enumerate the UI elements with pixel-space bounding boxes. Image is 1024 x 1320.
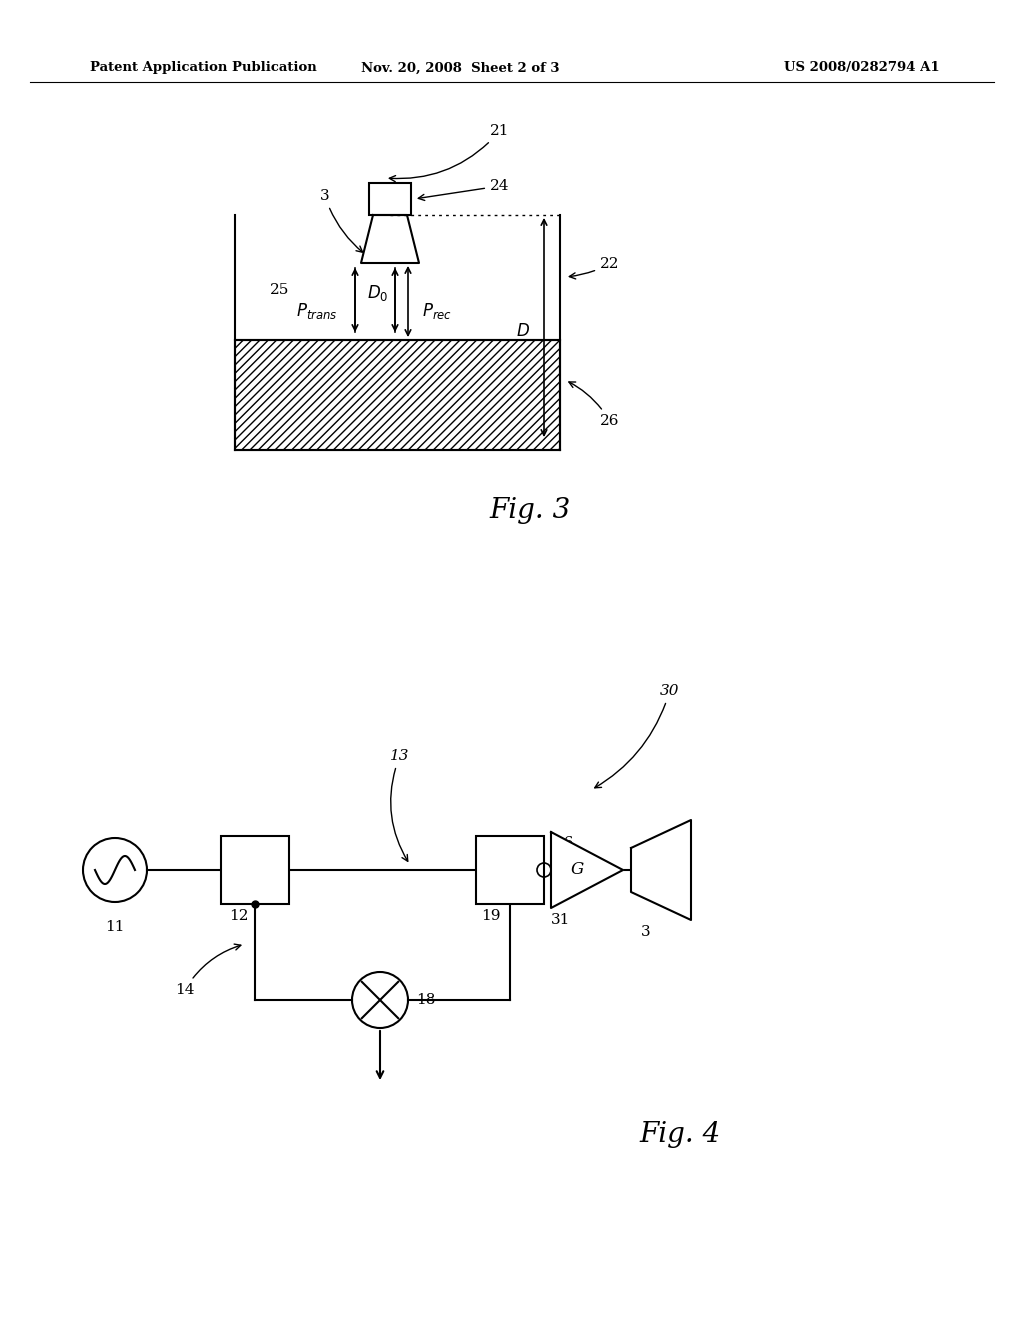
Text: 11: 11: [105, 920, 125, 935]
Text: 16: 16: [554, 836, 573, 850]
Text: 21: 21: [389, 124, 510, 182]
Text: 3: 3: [641, 925, 651, 939]
Text: 26: 26: [569, 381, 620, 428]
Bar: [234, 341, 560, 450]
Text: $D_0$: $D_0$: [367, 282, 388, 304]
Text: $D$: $D$: [516, 323, 530, 341]
Text: 24: 24: [418, 180, 510, 201]
Polygon shape: [551, 832, 623, 908]
Text: 13: 13: [390, 748, 410, 861]
Text: $P_{rec}$: $P_{rec}$: [422, 301, 453, 321]
Polygon shape: [631, 820, 691, 920]
Text: 14: 14: [175, 944, 241, 997]
Text: 3: 3: [319, 189, 362, 252]
Bar: [476, 836, 544, 904]
Text: Fig. 3: Fig. 3: [489, 496, 570, 524]
Text: Nov. 20, 2008  Sheet 2 of 3: Nov. 20, 2008 Sheet 2 of 3: [360, 62, 559, 74]
Polygon shape: [361, 215, 419, 263]
Text: $P_{trans}$: $P_{trans}$: [296, 301, 338, 321]
Text: 31: 31: [551, 913, 570, 927]
Text: Patent Application Publication: Patent Application Publication: [90, 62, 316, 74]
Text: 25: 25: [270, 282, 290, 297]
Text: 18: 18: [416, 993, 435, 1007]
Bar: [369, 183, 411, 215]
Text: US 2008/0282794 A1: US 2008/0282794 A1: [784, 62, 940, 74]
Text: Fig. 4: Fig. 4: [639, 1122, 721, 1148]
Text: 22: 22: [569, 257, 620, 279]
Text: 19: 19: [481, 909, 501, 923]
Text: 12: 12: [229, 909, 249, 923]
Text: 30: 30: [595, 684, 680, 788]
Text: G: G: [570, 862, 584, 879]
Bar: [221, 836, 289, 904]
